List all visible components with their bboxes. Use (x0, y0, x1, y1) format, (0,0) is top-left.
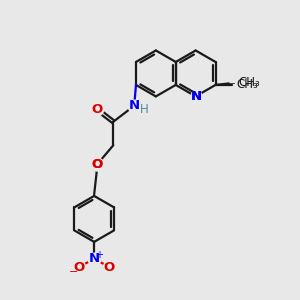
Text: H: H (140, 103, 148, 116)
Text: N: N (129, 99, 140, 112)
Text: O: O (73, 261, 85, 274)
Text: N: N (191, 91, 202, 103)
Text: CH₃: CH₃ (238, 76, 260, 89)
Text: O: O (92, 158, 103, 171)
Text: O: O (92, 158, 103, 171)
Text: O: O (92, 103, 103, 116)
Text: N: N (88, 252, 100, 266)
Text: −: − (69, 268, 78, 278)
Text: —: — (227, 79, 235, 88)
Text: CH₃: CH₃ (236, 78, 258, 92)
Text: +: + (94, 250, 103, 260)
Text: O: O (104, 261, 115, 274)
Text: N: N (191, 91, 202, 103)
